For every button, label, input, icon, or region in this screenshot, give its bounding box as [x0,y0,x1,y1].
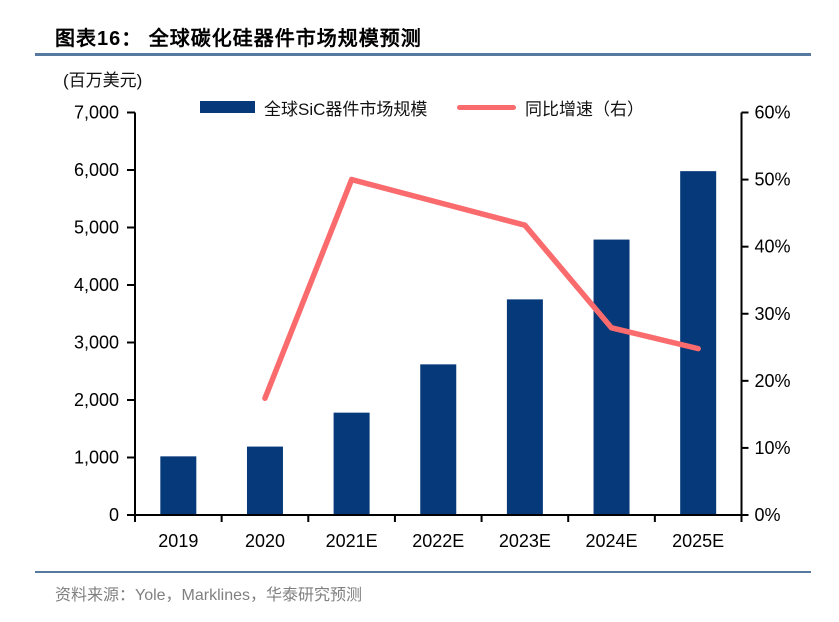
legend-line-swatch-icon [457,104,516,110]
axis-unit-label: (百万美元) [63,71,143,90]
bar-2019 [160,456,197,515]
x-axis-category-label: 2020 [245,531,285,551]
source-note: 资料来源：Yole，Marklines，华泰研究预测 [55,587,363,604]
x-axis-category-label: 2023E [499,531,551,551]
legend-bar-swatch-icon [200,101,255,113]
left-axis-tick-label: 1,000 [74,448,119,468]
left-axis-tick-label: 6,000 [74,160,119,180]
x-axis-category-label: 2024E [586,531,638,551]
bar-2020 [246,446,283,515]
chart-title: 图表16： 全球碳化硅器件市场规模预测 [55,28,422,50]
right-axis-tick-label: 30% [755,304,791,324]
x-axis-category-label: 2022E [412,531,464,551]
left-axis-tick-label: 3,000 [74,333,119,353]
x-axis-category-label: 2021E [326,531,378,551]
x-axis-category-label: 2025E [672,531,724,551]
bar-2021E [333,412,370,515]
bar-2022E [420,364,457,515]
left-axis-tick-label: 7,000 [74,103,119,123]
right-axis-tick-label: 60% [755,103,791,123]
legend-item-growth-rate: 同比增速（右） [457,98,644,119]
left-axis-tick-label: 0 [109,505,119,525]
right-axis-tick-label: 40% [755,237,791,257]
left-axis-tick-label: 5,000 [74,218,119,238]
legend-line-label: 同比增速（右） [525,99,644,119]
legend-bar-label: 全球SiC器件市场规模 [264,99,428,119]
right-axis-tick-label: 50% [755,170,791,190]
source-divider [35,571,811,573]
x-axis-category-label: 2019 [158,531,198,551]
right-axis-tick-label: 20% [755,371,791,391]
left-axis-tick-label: 2,000 [74,390,119,410]
growth-rate-line [262,176,701,402]
legend-item-market-size: 全球SiC器件市场规模 [200,98,427,119]
left-axis-tick-label: 4,000 [74,275,119,295]
right-axis-tick-label: 10% [755,438,791,458]
right-axis-tick-label: 0% [755,505,781,525]
bar-2023E [506,299,543,515]
bar-2024E [593,239,630,515]
title-underline [35,53,811,56]
